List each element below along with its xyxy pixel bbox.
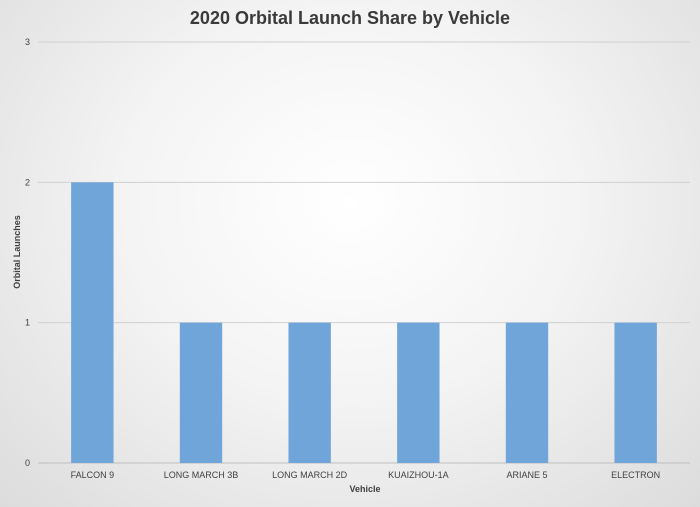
x-tick-label: KUAIZHOU-1A (388, 470, 449, 480)
x-tick-label: LONG MARCH 3B (164, 470, 239, 480)
y-axis-ticks: 0 1 2 3 (25, 37, 30, 468)
chart-title: 2020 Orbital Launch Share by Vehicle (190, 8, 510, 28)
x-tick-label: ARIANE 5 (506, 470, 547, 480)
bar (397, 322, 440, 463)
bar (71, 182, 114, 464)
y-tick-label: 3 (25, 37, 30, 47)
x-tick-label: FALCON 9 (71, 470, 115, 480)
y-tick-label: 0 (25, 458, 30, 468)
x-axis-label: Vehicle (349, 484, 380, 494)
y-tick-label: 1 (25, 318, 30, 328)
bar (288, 322, 331, 463)
bar (505, 322, 549, 463)
x-tick-label: ELECTRON (611, 470, 660, 480)
y-tick-label: 2 (25, 177, 30, 187)
gridlines (38, 41, 690, 464)
x-tick-label: LONG MARCH 2D (272, 470, 348, 480)
x-axis-ticks: FALCON 9 LONG MARCH 3B LONG MARCH 2D KUAIZH… (71, 470, 661, 480)
bar (179, 322, 223, 463)
bars (71, 182, 657, 464)
bar (614, 322, 657, 463)
y-axis-label: Orbital Launches (12, 215, 22, 289)
